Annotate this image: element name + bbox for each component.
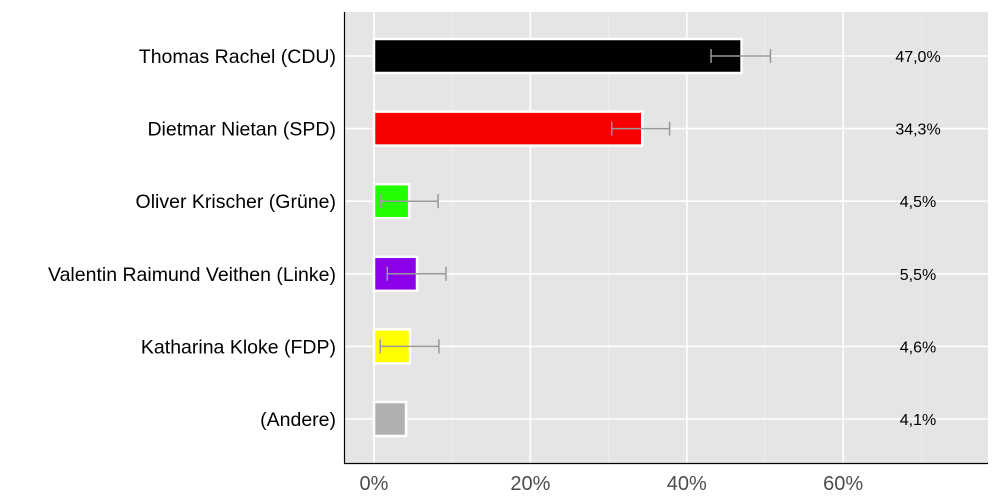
x-tick-label: 40% [667,473,707,495]
error-bar [610,121,671,136]
value-labels: 47,0% 34,3% 4,5% 5,5% 4,6% 4,1% [895,49,940,429]
bar [372,110,644,147]
x-tick-label: 60% [823,473,863,495]
error-bar [379,339,440,354]
category-labels: Thomas Rachel (CDU) Dietmar Nietan (SPD) O… [48,46,336,431]
value-label: 4,5% [900,194,936,211]
bar [372,37,743,75]
value-label: 4,1% [900,412,936,429]
category-label: Dietmar Nietan (SPD) [147,119,336,141]
category-label: Katharina Kloke (FDP) [141,336,336,358]
bar [372,400,408,438]
gridlines [345,12,988,463]
error-bars [379,49,772,354]
category-label: (Andere) [260,409,336,431]
category-label: Oliver Krischer (Grüne) [136,191,336,213]
x-tick-label: 0% [360,473,389,495]
value-label: 47,0% [895,49,940,66]
plot-panel [345,12,988,463]
error-bar [710,49,772,63]
error-bar [379,194,439,209]
value-label: 4,6% [900,339,936,356]
error-bar [386,266,447,281]
value-label: 34,3% [895,122,940,139]
value-label: 5,5% [900,267,936,284]
x-axis-tick-labels: 0% 20% 40% 60% [360,473,864,495]
x-tick-label: 20% [510,473,550,495]
category-label: Valentin Raimund Veithen (Linke) [48,264,336,286]
category-label: Thomas Rachel (CDU) [139,46,336,68]
